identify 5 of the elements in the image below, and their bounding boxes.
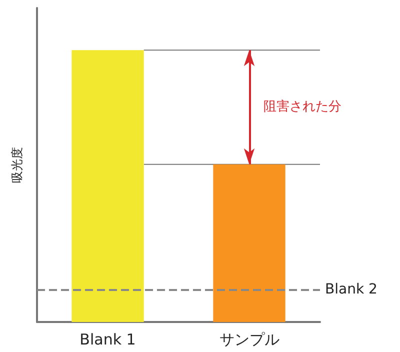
annotation: 阻害された分 (263, 98, 342, 115)
y-axis-title: 吸光度 (10, 147, 24, 183)
x-tick-label: サンプル (219, 330, 280, 348)
ref-line-label: Blank 2 (325, 281, 378, 298)
x-tick-label: Blank 1 (80, 330, 136, 348)
